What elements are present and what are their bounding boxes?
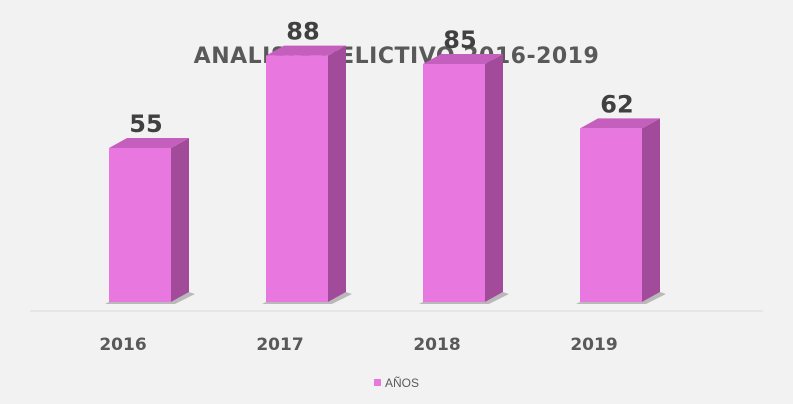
legend-swatch [373, 379, 381, 387]
bar-shadow [576, 292, 666, 304]
bar [423, 64, 485, 302]
legend-label: AÑOS [384, 376, 419, 390]
x-tick-label: 2017 [256, 335, 303, 355]
x-tick-label: 2019 [570, 335, 617, 355]
x-tick-label: 2018 [413, 335, 460, 355]
x-tick-label: 2016 [99, 335, 146, 355]
data-label: 88 [286, 18, 319, 46]
data-label: 62 [600, 90, 633, 118]
bar [109, 148, 171, 302]
bar-side [328, 45, 346, 302]
bar-shadow [105, 292, 195, 304]
legend: AÑOS [0, 376, 793, 390]
chart-title: ANALISIS DELICTIVO 2016-2019 [193, 44, 600, 69]
bar [580, 128, 642, 302]
data-label: 55 [129, 110, 162, 138]
bar [266, 55, 328, 302]
bar-top [580, 118, 660, 129]
bar-side [642, 118, 660, 303]
data-label: 85 [443, 26, 476, 54]
bar-shadow [262, 292, 352, 304]
bar-top [266, 45, 346, 56]
bar-top [109, 138, 189, 148]
bar-shadow [419, 292, 509, 304]
bar-top [423, 54, 503, 64]
bar-side [171, 138, 189, 302]
bar-side [485, 54, 503, 302]
